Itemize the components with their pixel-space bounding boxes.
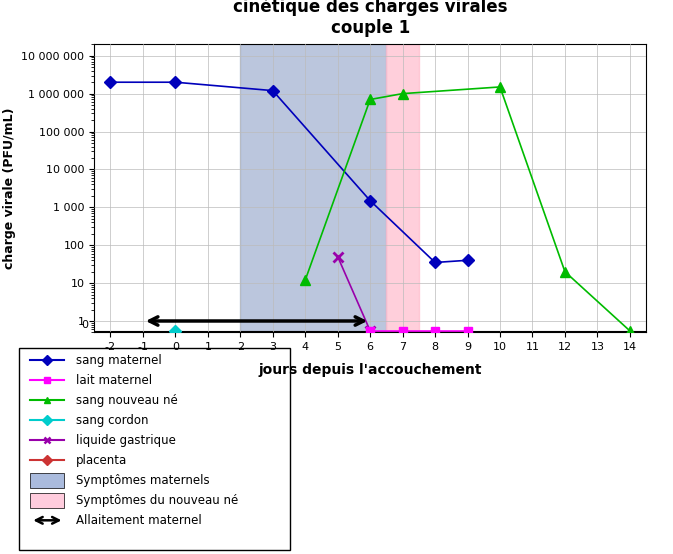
- Text: liquide gastrique: liquide gastrique: [75, 434, 176, 447]
- Text: 0: 0: [81, 320, 89, 330]
- Bar: [386, 44, 419, 332]
- Bar: [30, 493, 65, 508]
- Text: sang maternel: sang maternel: [75, 354, 162, 367]
- Title: cinétique des charges virales
couple 1: cinétique des charges virales couple 1: [233, 0, 507, 37]
- Text: placenta: placenta: [75, 454, 127, 467]
- Bar: [30, 473, 65, 488]
- Text: sang nouveau né: sang nouveau né: [75, 394, 178, 407]
- Y-axis label: charge virale (PFU/mL): charge virale (PFU/mL): [3, 107, 16, 269]
- Text: Symptômes du nouveau né: Symptômes du nouveau né: [75, 494, 238, 507]
- Text: Symptômes maternels: Symptômes maternels: [75, 474, 209, 487]
- Text: Allaitement maternel: Allaitement maternel: [75, 514, 201, 527]
- Text: lait maternel: lait maternel: [75, 374, 152, 387]
- X-axis label: jours depuis l'accouchement: jours depuis l'accouchement: [258, 363, 482, 377]
- Text: sang cordon: sang cordon: [75, 414, 148, 427]
- Bar: [240, 44, 386, 332]
